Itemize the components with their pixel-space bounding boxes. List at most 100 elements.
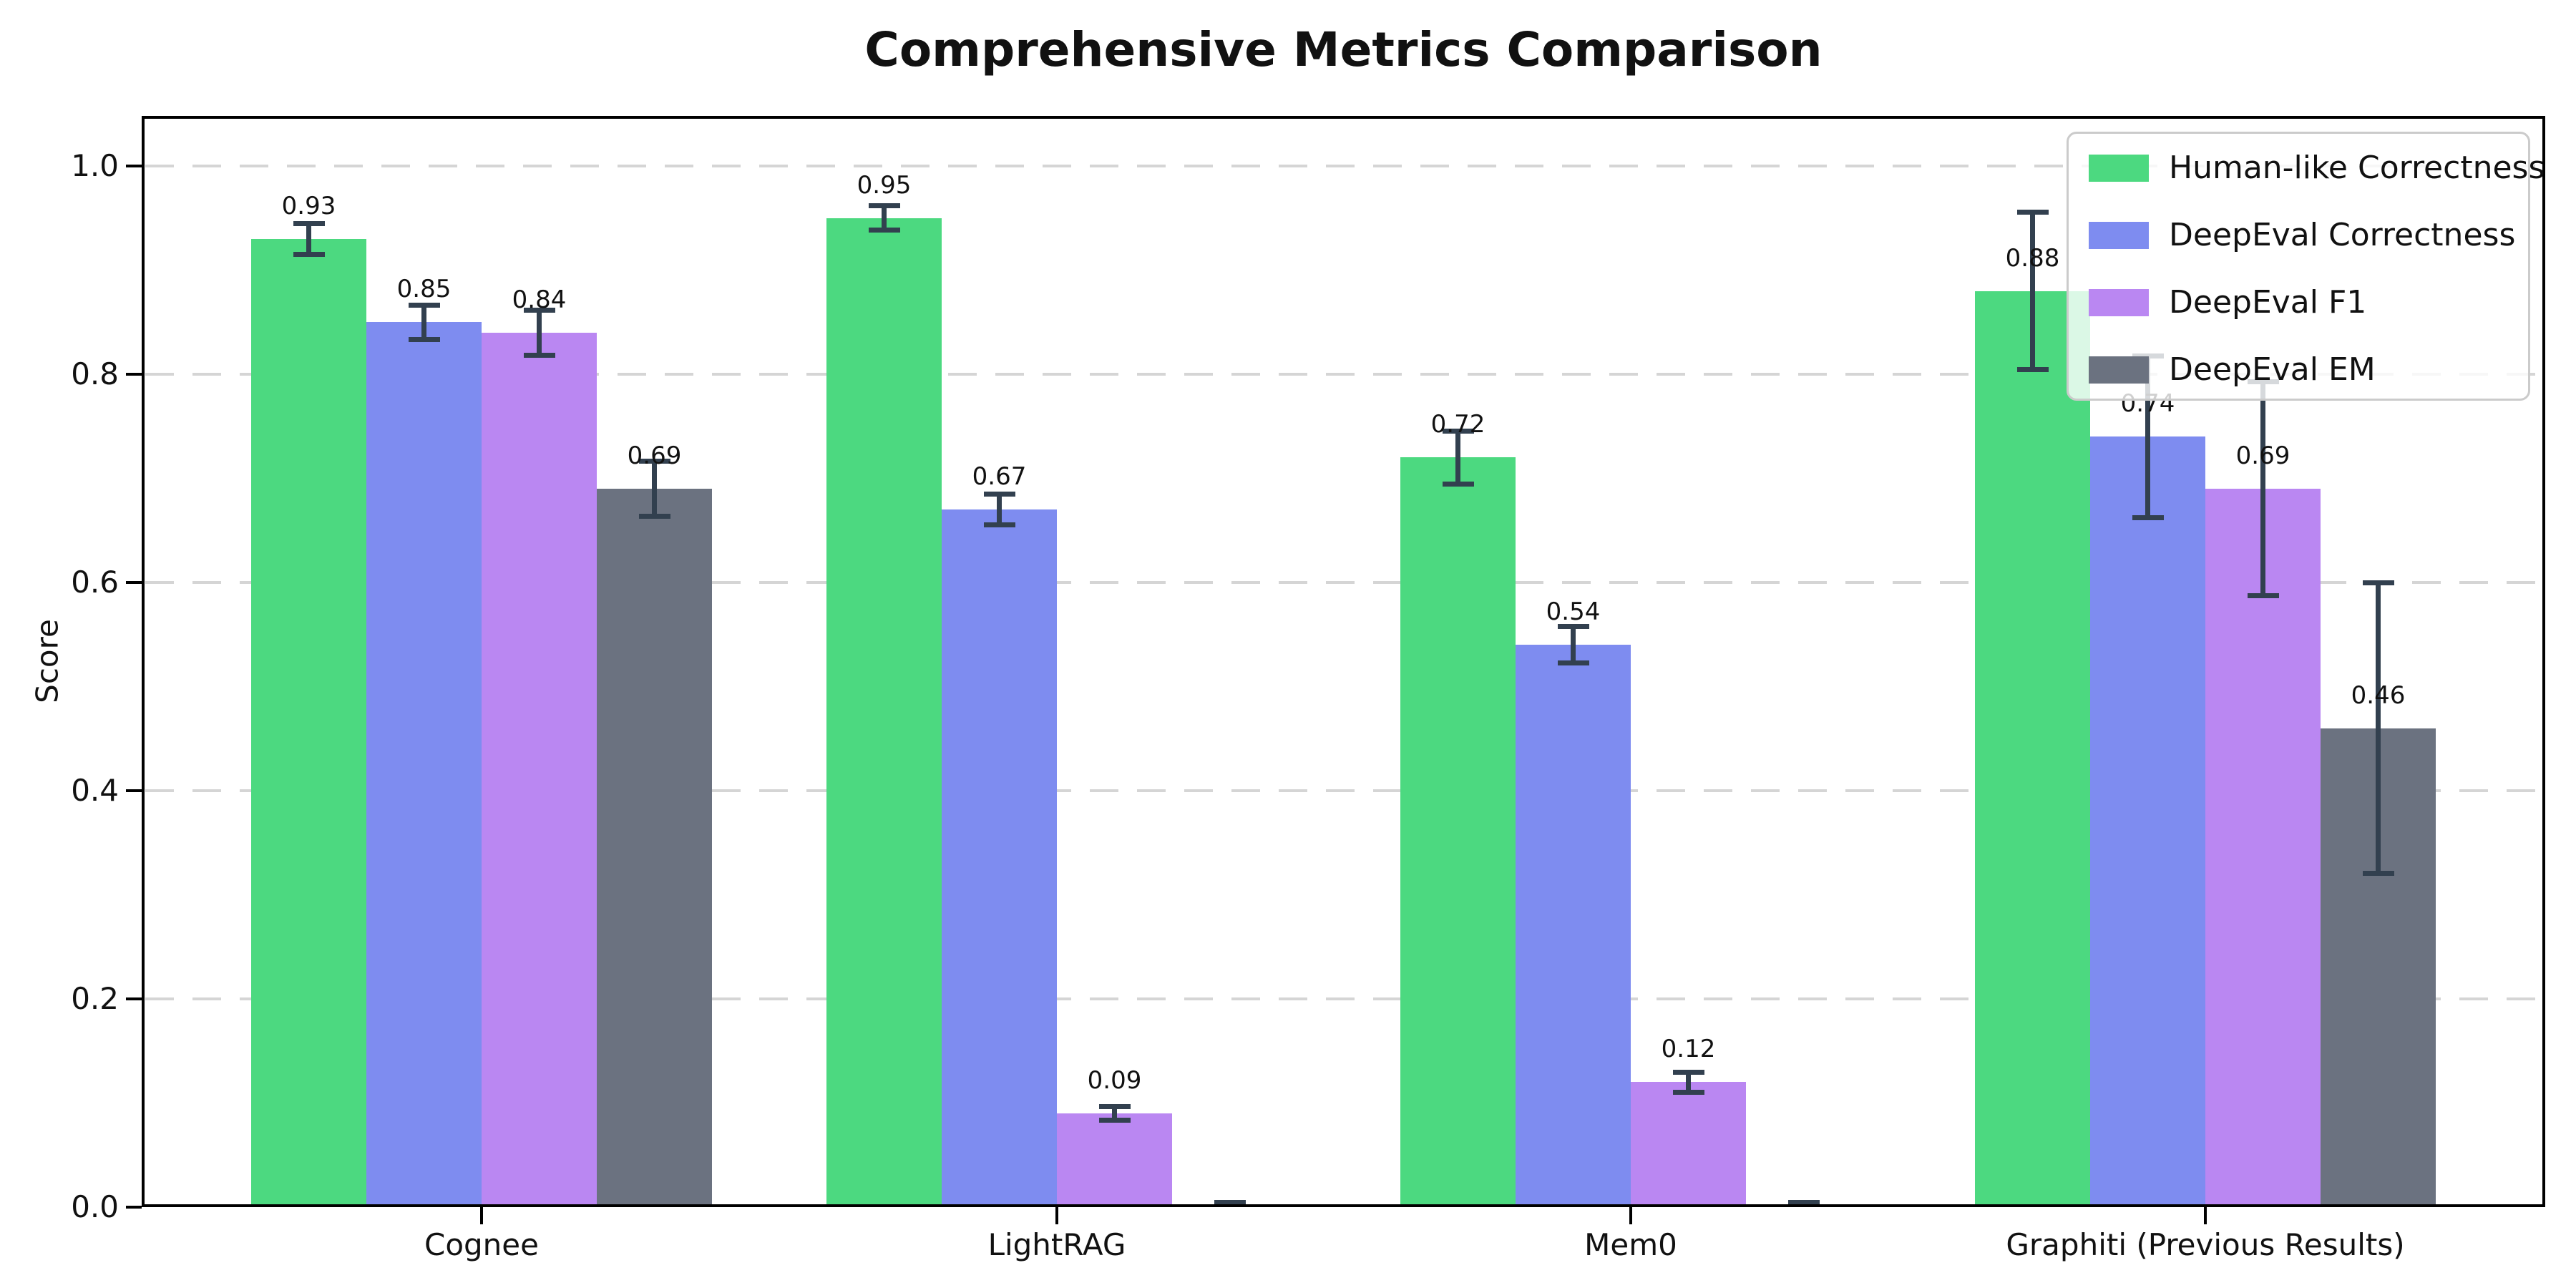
error-bar-line (2375, 582, 2381, 874)
bar-mem0-deepeval-correctness (1516, 645, 1631, 1207)
bar-value-label: 0.12 (1661, 1035, 1716, 1064)
y-tick (126, 789, 142, 792)
legend-label-deepeval-f1: DeepEval F1 (2169, 284, 2367, 321)
gridline (145, 373, 2542, 376)
gridline (145, 789, 2542, 792)
x-tick (1055, 1207, 1058, 1224)
y-tick (126, 165, 142, 167)
bar-value-label: 0.84 (512, 285, 567, 314)
bar-value-label: 0.54 (1546, 597, 1601, 627)
y-tick (126, 581, 142, 584)
y-tick-label: 1.0 (71, 148, 119, 183)
x-tick (480, 1207, 483, 1224)
gridline (145, 997, 2542, 1000)
bar-value-label: 0.46 (2351, 680, 2406, 710)
x-tick-label-graphiti-previous-results: Graphiti (Previous Results) (2006, 1227, 2405, 1262)
error-bar-line (2029, 212, 2035, 371)
y-tick-label: 0.2 (71, 981, 119, 1016)
error-bar-cap (868, 203, 900, 209)
y-tick (126, 373, 142, 376)
bar-graphiti-previous-results-human-like-correctness (1975, 291, 2090, 1207)
bar-graphiti-previous-results-deepeval-correctness (2090, 436, 2205, 1207)
error-bar-cap (1442, 428, 1474, 434)
plot-area (142, 116, 2545, 1207)
error-bar-cap (1098, 1103, 1131, 1109)
error-bar-line (1685, 1071, 1691, 1093)
gridline (145, 581, 2542, 584)
error-bar-cap (1557, 660, 1589, 666)
error-bar-line (651, 460, 657, 517)
bar-lightrag-deepeval-f1 (1057, 1113, 1172, 1207)
x-tick (2204, 1207, 2207, 1224)
error-bar-cap (1098, 1118, 1131, 1123)
error-bar-line (2145, 355, 2150, 518)
bar-value-label: 0.95 (857, 170, 912, 200)
error-bar-cap (2247, 592, 2279, 598)
error-bar-line (1455, 430, 1460, 485)
y-tick-label: 0.4 (71, 773, 119, 808)
error-bar-cap (1672, 1069, 1704, 1075)
x-tick-label-mem0: Mem0 (1584, 1227, 1677, 1262)
error-bar-line (2260, 381, 2265, 596)
bar-value-label: 0.67 (972, 462, 1027, 492)
bar-graphiti-previous-results-deepeval-f1 (2205, 489, 2321, 1207)
error-bar-line (881, 205, 887, 231)
error-bar-cap (523, 352, 555, 358)
bar-cognee-deepeval-f1 (482, 332, 597, 1207)
legend-label-human-like-correctness: Human-like Correctness (2169, 150, 2545, 186)
chart-title: Comprehensive Metrics Comparison (864, 22, 1823, 77)
bar-mem0-deepeval-f1 (1631, 1082, 1746, 1207)
error-bar-cap (1214, 1199, 1246, 1205)
y-tick (126, 997, 142, 1000)
error-bar-cap (2132, 514, 2164, 520)
error-bar-cap (983, 522, 1015, 527)
y-tick-label: 0.8 (71, 356, 119, 391)
bar-value-label: 0.09 (1087, 1066, 1142, 1096)
error-bar-cap (2016, 210, 2049, 215)
legend-swatch-deepeval-f1 (2089, 289, 2149, 316)
error-bar-line (1570, 626, 1576, 664)
bar-value-label: 0.88 (2005, 243, 2060, 273)
bar-lightrag-deepeval-correctness (942, 509, 1057, 1207)
legend-label-deepeval-correctness: DeepEval Correctness (2169, 217, 2516, 253)
error-bar-cap (2362, 871, 2394, 877)
legend: Human-like Correctness DeepEval Correctne… (2067, 132, 2545, 401)
error-bar-cap (983, 492, 1015, 497)
error-bar-cap (2362, 580, 2394, 585)
error-bar-cap (523, 307, 555, 313)
error-bar-cap (868, 228, 900, 233)
gridline (145, 165, 2542, 167)
legend-swatch-human-like-correctness (2089, 155, 2149, 182)
error-bar-cap (408, 302, 440, 308)
y-tick-label: 0.0 (71, 1189, 119, 1224)
y-tick-label: 0.6 (71, 565, 119, 600)
bar-value-label: 0.69 (627, 441, 682, 471)
bar-value-label: 0.69 (2235, 441, 2290, 471)
error-bar-cap (638, 458, 670, 464)
bar-cognee-deepeval-em (597, 489, 712, 1207)
bar-value-label: 0.93 (281, 191, 336, 220)
error-bar-cap (293, 221, 325, 227)
error-bar-cap (408, 336, 440, 342)
y-axis-title: Score (29, 619, 65, 703)
x-tick-label-lightrag: LightRAG (987, 1227, 1126, 1262)
error-bar-line (421, 304, 426, 340)
bar-value-label: 0.72 (1430, 410, 1485, 439)
bar-cognee-human-like-correctness (251, 238, 366, 1207)
legend-swatch-deepeval-correctness (2089, 222, 2149, 249)
error-bar-cap (1787, 1199, 1820, 1205)
x-tick-label-cognee: Cognee (424, 1227, 539, 1262)
error-bar-cap (1557, 624, 1589, 630)
error-bar-cap (638, 514, 670, 519)
bar-cognee-deepeval-correctness (366, 322, 482, 1207)
legend-swatch-deepeval-em (2089, 356, 2149, 384)
bar-mem0-human-like-correctness (1400, 457, 1516, 1207)
legend-label-deepeval-em: DeepEval EM (2169, 351, 2376, 388)
error-bar-line (1111, 1106, 1117, 1121)
error-bar-line (306, 223, 311, 255)
error-bar-line (536, 309, 542, 356)
x-tick (1629, 1207, 1632, 1224)
bar-value-label: 0.85 (396, 275, 452, 304)
error-bar-cap (293, 251, 325, 257)
